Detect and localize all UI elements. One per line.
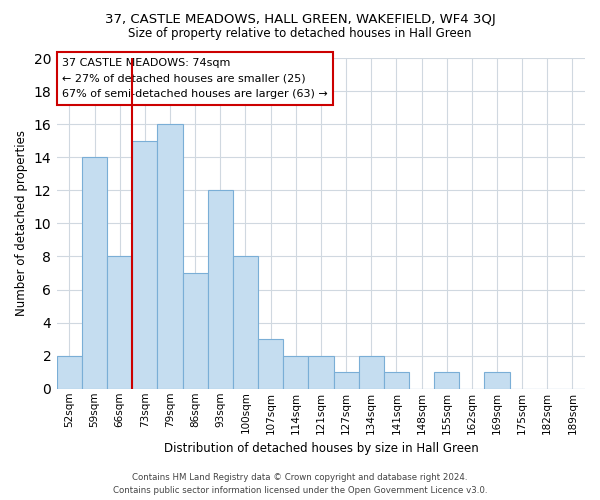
- Bar: [133, 140, 157, 389]
- Bar: [182, 273, 208, 389]
- Y-axis label: Number of detached properties: Number of detached properties: [15, 130, 28, 316]
- Bar: [107, 256, 133, 389]
- Bar: [258, 339, 283, 389]
- Bar: [434, 372, 459, 389]
- Bar: [157, 124, 182, 389]
- X-axis label: Distribution of detached houses by size in Hall Green: Distribution of detached houses by size …: [164, 442, 478, 455]
- Bar: [484, 372, 509, 389]
- Bar: [334, 372, 359, 389]
- Bar: [82, 157, 107, 389]
- Bar: [208, 190, 233, 389]
- Text: Contains HM Land Registry data © Crown copyright and database right 2024.
Contai: Contains HM Land Registry data © Crown c…: [113, 473, 487, 495]
- Bar: [57, 356, 82, 389]
- Bar: [283, 356, 308, 389]
- Text: Size of property relative to detached houses in Hall Green: Size of property relative to detached ho…: [128, 28, 472, 40]
- Bar: [308, 356, 334, 389]
- Bar: [359, 356, 384, 389]
- Bar: [384, 372, 409, 389]
- Text: 37 CASTLE MEADOWS: 74sqm
← 27% of detached houses are smaller (25)
67% of semi-d: 37 CASTLE MEADOWS: 74sqm ← 27% of detach…: [62, 58, 328, 99]
- Bar: [233, 256, 258, 389]
- Text: 37, CASTLE MEADOWS, HALL GREEN, WAKEFIELD, WF4 3QJ: 37, CASTLE MEADOWS, HALL GREEN, WAKEFIEL…: [104, 12, 496, 26]
